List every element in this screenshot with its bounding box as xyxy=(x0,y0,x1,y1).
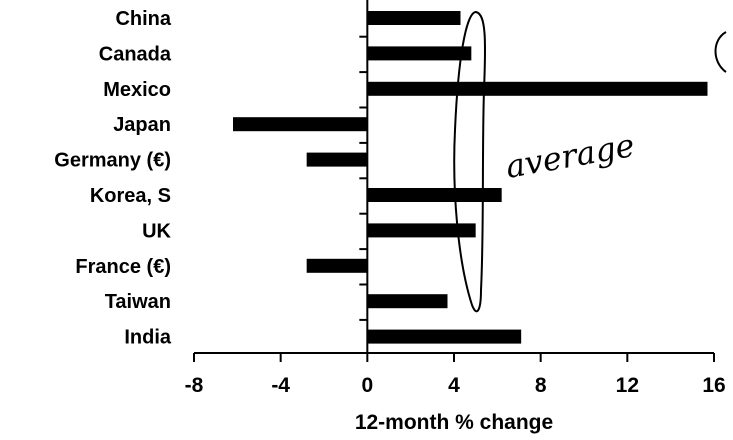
annotation-group: average xyxy=(453,10,727,313)
bar-taiwan xyxy=(367,294,448,309)
bar-china xyxy=(367,11,461,25)
category-label: Canada xyxy=(99,43,172,65)
category-label: Germany (€) xyxy=(54,150,171,172)
x-tick-labels: -8 -4 0 4 8 12 16 xyxy=(185,374,726,397)
x-tick-label: 0 xyxy=(361,374,373,397)
category-label: India xyxy=(124,327,172,349)
bar-japan xyxy=(233,117,368,132)
bar-uk xyxy=(367,223,476,238)
x-tick-label: -4 xyxy=(271,374,290,397)
bar-canada xyxy=(367,46,472,61)
category-label: Korea, S xyxy=(90,185,171,207)
bar-india xyxy=(367,329,522,344)
bar-france xyxy=(306,258,368,273)
category-label: UK xyxy=(142,220,171,242)
category-label: Mexico xyxy=(103,79,171,101)
x-tick-label: -8 xyxy=(185,374,204,397)
x-tick-label: 16 xyxy=(702,374,725,397)
y-axis xyxy=(359,0,369,353)
category-label: Taiwan xyxy=(105,291,171,313)
bar-germany xyxy=(306,152,368,167)
x-axis xyxy=(193,352,715,362)
x-axis-title: 12-month % change xyxy=(355,411,553,434)
x-tick-label: 8 xyxy=(535,374,547,397)
category-label: Japan xyxy=(113,114,171,136)
annotation-text: average xyxy=(503,126,638,186)
annotation-mark xyxy=(714,31,727,73)
bar-mexico xyxy=(367,81,708,96)
x-tick-label: 12 xyxy=(616,374,639,397)
bar-korea-s xyxy=(367,188,502,202)
bars-group xyxy=(233,11,708,344)
category-label: China xyxy=(115,8,171,30)
x-tick-label: 4 xyxy=(448,374,460,397)
annotation-loop xyxy=(453,10,487,313)
category-labels: China Canada Mexico Japan Germany (€) Korea, … xyxy=(54,8,172,349)
category-label: France (€) xyxy=(75,256,171,278)
